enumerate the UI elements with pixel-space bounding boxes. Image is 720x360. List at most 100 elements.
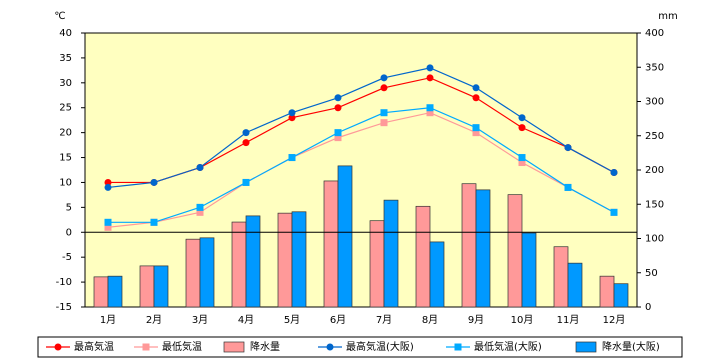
- bar: [231, 221, 247, 308]
- legend-label: 最高気温(大阪): [346, 340, 414, 353]
- point: [380, 109, 388, 117]
- point: [518, 159, 526, 167]
- y2-tick-label: 100: [645, 234, 664, 245]
- bar: [153, 265, 169, 308]
- point: [518, 154, 526, 162]
- y2-tick-label: 300: [645, 97, 664, 108]
- y2-tick-label: 200: [645, 165, 664, 176]
- x-tick-label: 12月: [603, 314, 626, 326]
- bar: [199, 237, 215, 308]
- bar: [93, 276, 109, 308]
- bar: [383, 199, 399, 308]
- point: [564, 144, 572, 152]
- point: [104, 178, 112, 186]
- point: [104, 183, 112, 191]
- point: [150, 178, 158, 186]
- point: [610, 168, 618, 176]
- legend-swatch: [575, 341, 597, 353]
- y-tick-label: 10: [59, 177, 72, 188]
- bar: [245, 215, 261, 308]
- y2-tick-label: 250: [645, 131, 664, 142]
- bar: [291, 211, 307, 308]
- point: [564, 183, 572, 191]
- y2-tick-label: 50: [645, 268, 658, 279]
- y-tick-label: 0: [66, 227, 72, 238]
- point: [610, 208, 618, 216]
- bar: [185, 238, 201, 308]
- x-tick-label: 6月: [330, 314, 346, 326]
- point: [334, 129, 342, 137]
- x-tick-label: 2月: [146, 314, 162, 326]
- point: [242, 129, 250, 137]
- bar: [521, 232, 537, 308]
- bar: [323, 180, 339, 308]
- bar: [415, 205, 431, 308]
- bar: [507, 194, 523, 308]
- point: [380, 84, 388, 92]
- point: [150, 218, 158, 226]
- line: [108, 107, 615, 223]
- bar: [461, 183, 477, 308]
- x-tick-label: 1月: [100, 314, 116, 326]
- legend-swatch: [223, 341, 245, 353]
- point: [472, 94, 480, 102]
- x-tick-label: 4月: [238, 314, 254, 326]
- point: [104, 223, 112, 231]
- point: [380, 119, 388, 127]
- bar: [475, 189, 491, 308]
- x-tick-label: 7月: [376, 314, 392, 326]
- plot-area: [84, 32, 638, 308]
- point: [380, 74, 388, 82]
- x-tick-label: 5月: [284, 314, 300, 326]
- y-tick-label: -10: [56, 277, 72, 288]
- point: [426, 104, 434, 112]
- legend-marker: [142, 343, 150, 351]
- x-tick-label: 8月: [422, 314, 438, 326]
- point: [196, 203, 204, 211]
- legend-label: 最低気温: [162, 340, 202, 353]
- y-axis-unit: ℃: [54, 11, 65, 22]
- point: [288, 114, 296, 122]
- bar: [337, 165, 353, 308]
- point: [472, 129, 480, 137]
- point: [426, 64, 434, 72]
- point: [518, 114, 526, 122]
- legend: [37, 336, 683, 358]
- y2-tick-label: 350: [645, 62, 664, 73]
- point: [104, 218, 112, 226]
- legend-marker: [54, 343, 62, 351]
- point: [472, 124, 480, 132]
- y-tick-label: 25: [59, 103, 72, 114]
- x-tick-label: 9月: [468, 314, 484, 326]
- legend-label: 降水量(大阪): [602, 340, 660, 353]
- y-tick-label: 5: [66, 202, 72, 213]
- bar: [139, 265, 155, 308]
- x-tick-label: 10月: [511, 314, 534, 326]
- point: [518, 124, 526, 132]
- legend-label: 最低気温(大阪): [474, 340, 542, 353]
- bar: [277, 212, 293, 308]
- y2-tick-label: 0: [645, 302, 651, 313]
- point: [472, 84, 480, 92]
- x-tick-label: 11月: [557, 314, 580, 326]
- y-tick-label: 40: [59, 28, 72, 39]
- point: [288, 154, 296, 162]
- point: [242, 178, 250, 186]
- point: [334, 134, 342, 142]
- point: [334, 104, 342, 112]
- y-tick-label: -15: [56, 302, 72, 313]
- point: [196, 164, 204, 172]
- point: [426, 109, 434, 117]
- legend-marker: [454, 343, 462, 351]
- point: [426, 74, 434, 82]
- bar: [553, 246, 569, 308]
- line: [107, 112, 615, 228]
- bar: [613, 283, 629, 308]
- y-tick-label: 30: [59, 78, 72, 89]
- bar: [369, 220, 385, 308]
- y-tick-label: 35: [59, 53, 72, 64]
- point: [242, 139, 250, 147]
- bar: [599, 275, 615, 308]
- point: [196, 208, 204, 216]
